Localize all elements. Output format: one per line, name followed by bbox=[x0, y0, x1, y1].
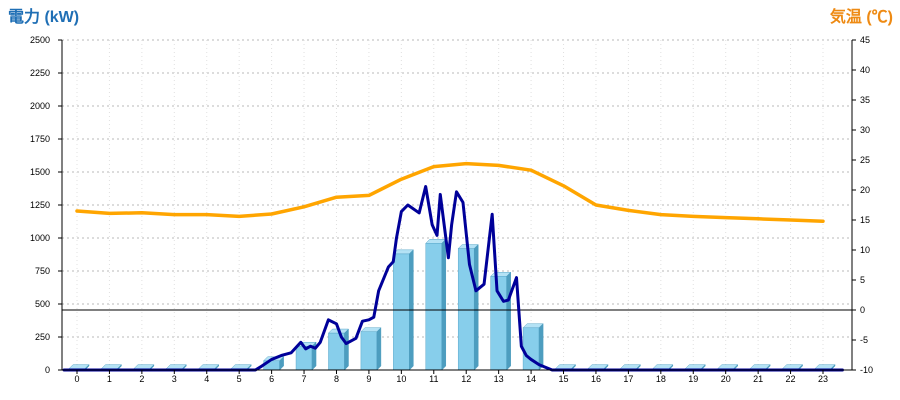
x-tick-label: 21 bbox=[753, 374, 763, 384]
left-tick-label: 1500 bbox=[30, 167, 50, 177]
right-tick-label: 5 bbox=[860, 275, 865, 285]
right-tick-label: 45 bbox=[860, 35, 870, 45]
bars bbox=[68, 238, 836, 371]
right-tick-label: -5 bbox=[860, 335, 868, 345]
right-tick-label: 30 bbox=[860, 125, 870, 135]
bar-front bbox=[457, 248, 475, 371]
x-tick-label: 5 bbox=[237, 374, 242, 384]
left-axis-label: 電力 (kW) bbox=[8, 7, 79, 26]
bar bbox=[522, 323, 544, 371]
x-tick-label: 6 bbox=[269, 374, 274, 384]
right-tick-label: 15 bbox=[860, 215, 870, 225]
right-tick-label: 10 bbox=[860, 245, 870, 255]
left-tick-label: 250 bbox=[35, 332, 50, 342]
left-tick-label: 1250 bbox=[30, 200, 50, 210]
power-line bbox=[62, 185, 844, 372]
bar bbox=[327, 328, 350, 371]
left-tick-label: 2500 bbox=[30, 35, 50, 45]
x-tick-label: 10 bbox=[396, 374, 406, 384]
x-tick-label: 9 bbox=[366, 374, 371, 384]
x-tick-label: 16 bbox=[591, 374, 601, 384]
bar bbox=[425, 238, 447, 371]
bar-side bbox=[344, 328, 349, 371]
right-tick-label: 0 bbox=[860, 305, 865, 315]
left-tick-label: 1000 bbox=[30, 233, 50, 243]
x-tick-label: 8 bbox=[334, 374, 339, 384]
bar-front bbox=[425, 243, 443, 371]
lines bbox=[62, 161, 844, 372]
x-tick-label: 18 bbox=[656, 374, 666, 384]
right-tick-label: 35 bbox=[860, 95, 870, 105]
bar-front bbox=[393, 253, 410, 371]
x-tick-label: 17 bbox=[623, 374, 633, 384]
grid bbox=[62, 39, 852, 370]
left-tick-label: 750 bbox=[35, 266, 50, 276]
temperature-line bbox=[75, 161, 825, 223]
axes bbox=[58, 39, 856, 374]
x-tick-label: 22 bbox=[786, 374, 796, 384]
x-tick-label: 7 bbox=[302, 374, 307, 384]
bar-front bbox=[295, 345, 313, 371]
right-tick-label: 20 bbox=[860, 185, 870, 195]
left-tick-label: 0 bbox=[45, 365, 50, 375]
bar-front bbox=[360, 331, 378, 371]
x-tick-label: 1 bbox=[107, 374, 112, 384]
bar-front bbox=[490, 276, 507, 371]
left-tick-label: 500 bbox=[35, 299, 50, 309]
x-tick-label: 23 bbox=[818, 374, 828, 384]
left-tick-label: 2000 bbox=[30, 101, 50, 111]
bar bbox=[457, 243, 479, 371]
bar-side bbox=[538, 323, 544, 371]
bar bbox=[360, 327, 382, 371]
left-tick-label: 2250 bbox=[30, 68, 50, 78]
tick-labels: 02505007501000125015001750200022502500-1… bbox=[30, 35, 873, 384]
x-tick-label: 20 bbox=[721, 374, 731, 384]
right-tick-label: 25 bbox=[860, 155, 870, 165]
right-axis-label: 気温 (℃) bbox=[830, 7, 893, 26]
x-tick-label: 19 bbox=[688, 374, 698, 384]
bar-side bbox=[376, 327, 382, 371]
x-tick-label: 0 bbox=[74, 374, 79, 384]
x-tick-label: 2 bbox=[139, 374, 144, 384]
x-tick-label: 13 bbox=[494, 374, 504, 384]
bar bbox=[392, 249, 414, 371]
right-tick-label: -10 bbox=[860, 365, 873, 375]
x-tick-label: 11 bbox=[429, 374, 438, 384]
bar-side bbox=[279, 356, 284, 371]
x-tick-label: 14 bbox=[526, 374, 536, 384]
x-tick-label: 15 bbox=[559, 374, 569, 384]
x-tick-label: 12 bbox=[461, 374, 471, 384]
bar bbox=[490, 271, 512, 371]
bar-side bbox=[441, 238, 447, 371]
x-tick-label: 4 bbox=[204, 374, 209, 384]
left-tick-label: 1750 bbox=[30, 134, 50, 144]
bar-side bbox=[473, 243, 479, 371]
right-tick-label: 40 bbox=[860, 65, 870, 75]
bar-side bbox=[506, 271, 511, 371]
x-tick-label: 3 bbox=[172, 374, 177, 384]
